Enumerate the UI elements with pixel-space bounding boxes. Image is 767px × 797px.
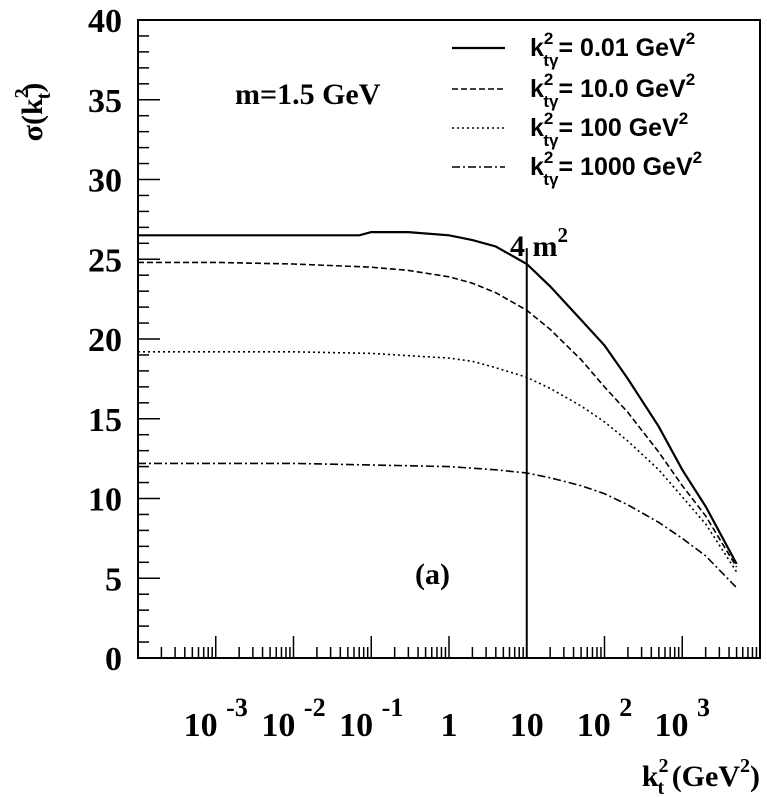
series-line-0 bbox=[138, 231, 738, 565]
x-tick-label: 10 -1 bbox=[339, 693, 403, 744]
y-tick-label: 5 bbox=[105, 561, 122, 598]
panel-label: (a) bbox=[415, 558, 450, 591]
x-tick-label: 10 -3 bbox=[184, 693, 248, 744]
series-line-3 bbox=[138, 462, 738, 589]
y-tick-label: 30 bbox=[88, 163, 122, 200]
y-axis-title: σ(k2t) bbox=[11, 83, 55, 142]
legend-label-1: k2 tγ= 10.0 GeV2 bbox=[530, 70, 695, 111]
vline-label: 4 m2 bbox=[510, 223, 568, 263]
series-line-1 bbox=[138, 261, 738, 568]
legend-label-0: k2 tγ= 0.01 GeV2 bbox=[530, 29, 695, 70]
labels: m=1.5 GeV (a) 4 m2 k2 t (GeV2) σ(k2t) bbox=[11, 78, 760, 797]
y-tick-label: 10 bbox=[88, 482, 122, 519]
x-tick-label: 10 bbox=[510, 707, 544, 744]
legend-label-3: k2 tγ= 1000 GeV2 bbox=[530, 148, 702, 189]
x-axis-title: k2 t (GeV2) bbox=[642, 755, 760, 797]
x-tick-label: 10 2 bbox=[577, 693, 633, 744]
y-tick-label: 25 bbox=[88, 242, 122, 279]
x-tick-label: 10 -2 bbox=[261, 693, 325, 744]
axis-ticks: 0 5 10 15 20 25 30 35 40 10 -3 10 -2 10 -1 1 10 10 2 10… bbox=[88, 3, 758, 744]
y-tick-label: 40 bbox=[88, 3, 122, 40]
y-tick-label: 35 bbox=[88, 83, 122, 120]
y-tick-label: 0 bbox=[105, 641, 122, 678]
x-tick-label: 10 3 bbox=[655, 693, 711, 744]
series-curves bbox=[138, 231, 738, 658]
y-tick-label: 15 bbox=[88, 402, 122, 439]
mass-annotation: m=1.5 GeV bbox=[235, 78, 381, 111]
x-tick-label: 1 bbox=[441, 707, 458, 744]
y-tick-label: 20 bbox=[88, 322, 122, 359]
series-line-2 bbox=[138, 351, 738, 573]
legend-label-2: k2 tγ= 100 GeV2 bbox=[530, 109, 688, 150]
